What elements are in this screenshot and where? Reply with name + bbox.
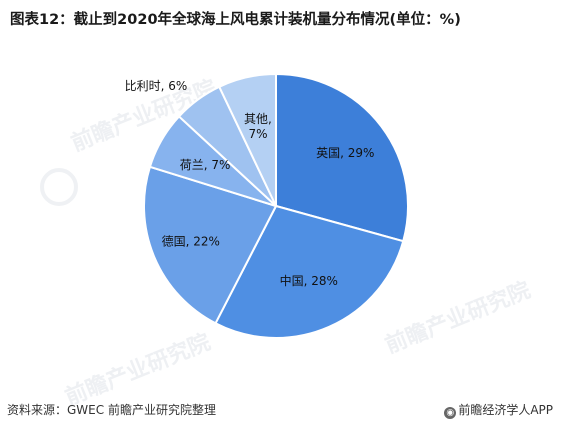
source-note: 资料来源：GWEC 前瞻产业研究院整理 — [7, 403, 216, 417]
chart-title: 图表12：截止到2020年全球海上风电累计装机量分布情况(单位：%) — [10, 12, 461, 28]
slice-label: 英国, 29% — [316, 146, 374, 160]
credit-text: 前瞻经济学人APP — [458, 403, 553, 417]
pie-slice-2 — [214, 204, 405, 339]
pie-slice-3 — [143, 165, 278, 325]
slice-label: 其他, 7% — [244, 112, 272, 141]
slice-label: 比利时, 6% — [125, 79, 188, 93]
pie-slices — [143, 72, 409, 339]
slice-label: 德国, 22% — [162, 234, 220, 249]
pie-slice-6 — [217, 72, 277, 207]
pie-slice-1 — [275, 72, 409, 243]
slice-label: 中国, 28% — [280, 273, 338, 288]
slice-label: 荷兰, 7% — [180, 158, 231, 172]
eye-icon: ◉ — [444, 407, 457, 419]
pie-chart: 英国, 29% 中国, 28% 德国, 22% 荷兰, 7% 比利时, 6% 其他, 7% — [125, 72, 409, 339]
credit: ◉ 前瞻经济学人APP — [444, 401, 553, 419]
pie-labels: 英国, 29% 中国, 28% 德国, 22% 荷兰, 7% 比利时, 6% 其他, 7% — [125, 79, 375, 288]
footer: 资料来源：GWEC 前瞻产业研究院整理 ◉ 前瞻经济学人APP — [0, 398, 563, 422]
